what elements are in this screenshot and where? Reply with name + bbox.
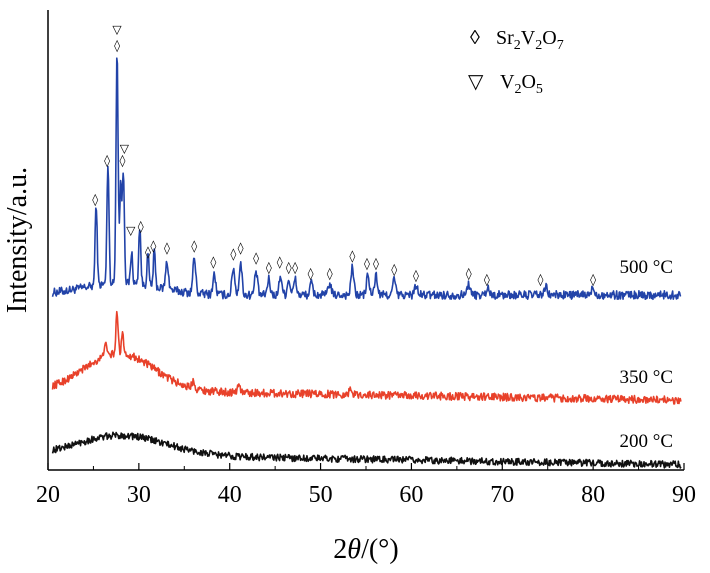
y-axis-title: Intensity/a.u. <box>2 167 33 313</box>
series-line-350 <box>51 310 682 405</box>
v2o5-marker: ▽ <box>112 23 122 37</box>
sr2v2o7-marker: ◊ <box>104 153 110 167</box>
series-label-350: 350 °C <box>619 367 673 388</box>
x-tick-label: 70 <box>490 482 514 508</box>
legend-label-sr2v2o7: Sr2V2O7 <box>496 27 564 53</box>
x-tick-label: 50 <box>309 482 333 508</box>
x-tick-label: 60 <box>399 482 423 508</box>
sr2v2o7-marker: ◊ <box>286 261 292 275</box>
sr2v2o7-marker: ◊ <box>92 192 98 206</box>
sr2v2o7-marker: ◊ <box>145 245 151 259</box>
v2o5-marker: ▽ <box>120 142 130 156</box>
sr2v2o7-marker: ◊ <box>391 263 397 277</box>
peak-markers: ◊◊◊▽◊▽▽ ◊◊ ◊ ◊ ◊◊◊ ◊◊◊ ◊ ◊ ◊ ◊ ◊◊◊ ◊ ◊ ◊ ◊ ◊ ◊ ◊ <box>92 23 596 287</box>
x-tick-label: 20 <box>36 482 60 508</box>
series-label-500: 500 °C <box>619 257 673 278</box>
sr2v2o7-marker: ◊ <box>590 272 596 286</box>
series-label-200: 200 °C <box>619 431 673 452</box>
x-axis-title: 2θ/(°) <box>333 534 398 565</box>
sr2v2o7-marker: ◊ <box>210 255 216 269</box>
series-line-500 <box>51 57 682 301</box>
sr2v2o7-marker: ◊ <box>191 239 197 253</box>
sr2v2o7-marker: ◊ <box>238 241 244 255</box>
sr2v2o7-marker: ◊ <box>484 272 490 286</box>
legend: ◊ Sr2V2O7 ▽ V2O5 <box>468 27 564 97</box>
sr2v2o7-marker: ◊ <box>413 268 419 282</box>
v2o5-marker: ▽ <box>126 224 136 238</box>
x-tick-label: 30 <box>127 482 151 508</box>
legend-symbol-diamond: ◊ <box>470 27 480 49</box>
sr2v2o7-marker: ◊ <box>138 220 144 234</box>
sr2v2o7-marker: ◊ <box>277 255 283 269</box>
sr2v2o7-marker: ◊ <box>292 261 298 275</box>
sr2v2o7-marker: ◊ <box>150 239 156 253</box>
plot-lines <box>51 57 682 469</box>
sr2v2o7-marker: ◊ <box>327 266 333 280</box>
series-line-200 <box>51 431 682 469</box>
x-tick-label: 80 <box>581 482 605 508</box>
x-tick-label: 40 <box>218 482 242 508</box>
sr2v2o7-marker: ◊ <box>466 266 472 280</box>
sr2v2o7-marker: ◊ <box>253 251 259 265</box>
sr2v2o7-marker: ◊ <box>364 257 370 271</box>
sr2v2o7-marker: ◊ <box>120 153 126 167</box>
sr2v2o7-marker: ◊ <box>308 266 314 280</box>
x-ticks: 20 30 40 50 60 70 80 90 <box>36 463 696 508</box>
sr2v2o7-marker: ◊ <box>164 241 170 255</box>
sr2v2o7-marker: ◊ <box>349 249 355 263</box>
sr2v2o7-marker: ◊ <box>373 257 379 271</box>
sr2v2o7-marker: ◊ <box>537 272 543 286</box>
x-tick-label: 90 <box>672 482 696 508</box>
sr2v2o7-marker: ◊ <box>114 38 120 52</box>
sr2v2o7-marker: ◊ <box>230 247 236 261</box>
sr2v2o7-marker: ◊ <box>266 261 272 275</box>
legend-label-v2o5: V2O5 <box>500 71 543 97</box>
legend-symbol-triangle: ▽ <box>468 71 484 93</box>
